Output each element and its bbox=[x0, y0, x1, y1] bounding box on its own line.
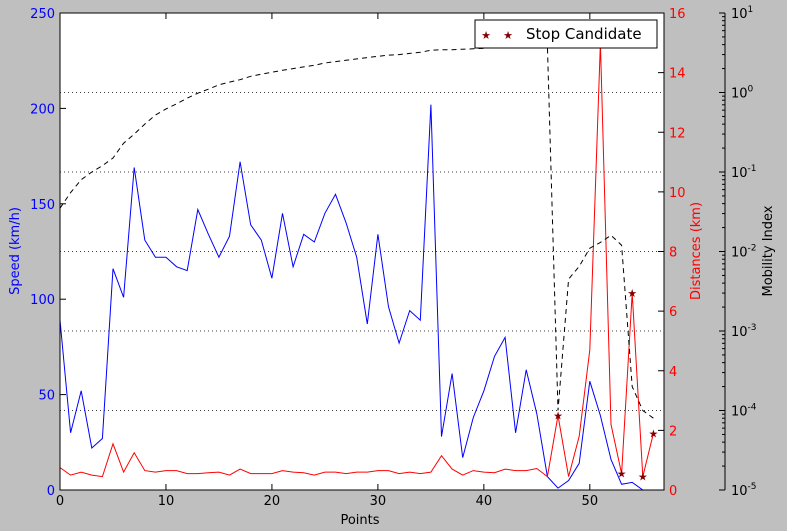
y-right-tick-label: 12 bbox=[669, 126, 686, 141]
y-right-tick-label: 6 bbox=[669, 305, 677, 320]
series-layer: ★★★★★★ bbox=[59, 37, 658, 491]
y-right-tick-label: 2 bbox=[669, 424, 677, 439]
mobility-tick-label: 10-5 bbox=[731, 482, 757, 499]
mobility-tick-label: 10-1 bbox=[731, 164, 757, 181]
y-right-tick-label: 16 bbox=[669, 7, 686, 22]
y-right-tick-label: 0 bbox=[669, 484, 677, 499]
x-tick-label: 40 bbox=[476, 494, 493, 509]
mobility-tick-label: 101 bbox=[731, 5, 753, 22]
y-left-tick-label: 50 bbox=[38, 389, 55, 404]
y-mobility-axis-label: Mobility Index bbox=[761, 205, 776, 296]
y-left-tick-label: 100 bbox=[30, 293, 55, 308]
stop-candidate-point: ★ bbox=[627, 287, 637, 300]
axes: 0 10 20 30 40 50 0 50 100 150 200 250 0 2 4 6 8 10 12 14 16 1… bbox=[30, 5, 757, 509]
y-left-tick-label: 150 bbox=[30, 198, 55, 213]
legend-box bbox=[474, 19, 658, 49]
legend-star-icon: ★ bbox=[503, 29, 513, 42]
y-left-tick-label: 250 bbox=[30, 7, 55, 22]
stop-candidate-point: ★ bbox=[638, 471, 648, 484]
stop-candidate-point: ★ bbox=[553, 409, 563, 422]
legend-entry-stop-candidate: Stop Candidate bbox=[526, 25, 642, 43]
y-left-tick-label: 0 bbox=[47, 484, 55, 499]
x-tick-label: 30 bbox=[370, 494, 387, 509]
y-left-axis-label: Speed (km/h) bbox=[8, 207, 23, 295]
y-right-axis-label: Distances (km) bbox=[689, 202, 704, 300]
series-line-mobility-index bbox=[59, 45, 654, 419]
x-tick-label: 10 bbox=[158, 494, 175, 509]
series-line-speed bbox=[59, 104, 654, 491]
stop-candidate-point: ★ bbox=[617, 468, 627, 481]
y-right-tick-label: 14 bbox=[669, 67, 686, 82]
legend-star-icon: ★ bbox=[481, 29, 491, 42]
x-tick-label: 0 bbox=[56, 494, 64, 509]
mobility-tick-label: 10-4 bbox=[731, 403, 757, 420]
mobility-tick-label: 10-2 bbox=[731, 244, 757, 261]
y-right-tick-label: 4 bbox=[669, 365, 677, 380]
x-axis-label: Points bbox=[340, 513, 379, 528]
series-line-distances bbox=[59, 42, 654, 478]
mobility-tick-label: 100 bbox=[731, 85, 754, 102]
x-tick-label: 50 bbox=[582, 494, 599, 509]
x-tick-label: 20 bbox=[264, 494, 281, 509]
plot-area bbox=[60, 13, 664, 490]
y-right-tick-label: 10 bbox=[669, 186, 686, 201]
gridlines bbox=[60, 92, 664, 411]
legend: ★ ★ Stop Candidate bbox=[474, 19, 658, 49]
stop-candidate-point: ★ bbox=[648, 427, 658, 440]
mobility-tick-label: 10-3 bbox=[731, 323, 757, 340]
y-left-tick-label: 200 bbox=[30, 102, 55, 117]
y-right-tick-label: 8 bbox=[669, 246, 677, 261]
